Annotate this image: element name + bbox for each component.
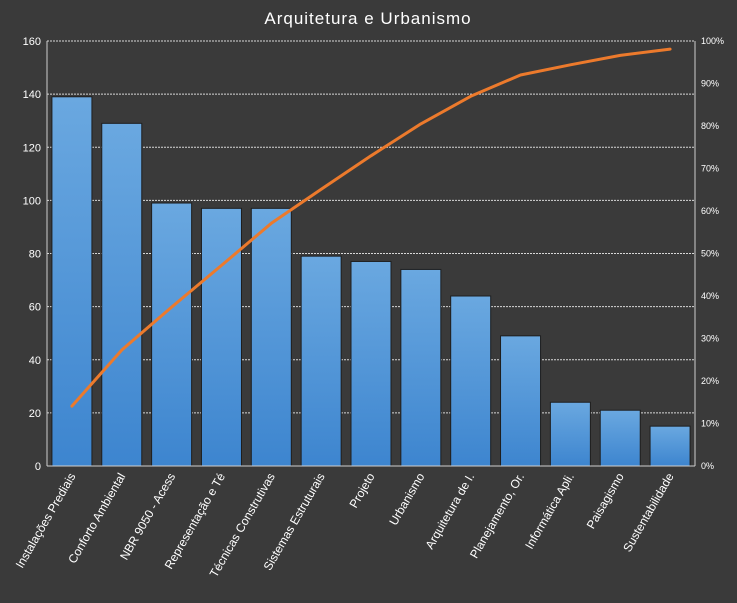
bar: [51, 96, 93, 467]
bar: [450, 295, 492, 467]
x-tick-label: Paisagismo: [584, 470, 627, 531]
y-tick-label: 120: [23, 142, 41, 154]
bar: [549, 401, 591, 467]
y2-tick-label: 100%: [701, 36, 724, 46]
x-tick-label: Urbanismo: [386, 470, 427, 528]
y2-tick-label: 80%: [701, 121, 719, 131]
x-tick-label: Arquitetura de I.: [422, 471, 477, 552]
y-tick-label: 60: [29, 302, 41, 314]
x-tick-label: NBR 9050 - Acess: [117, 471, 178, 563]
x-tick-label: Projeto: [346, 470, 377, 510]
axes: [46, 41, 696, 467]
bar: [350, 260, 392, 467]
y2-tick-label: 0%: [701, 461, 714, 471]
y2-tick-label: 10%: [701, 419, 719, 429]
y2-tick-label: 20%: [701, 376, 719, 386]
x-tick-label: Informática Apli.: [522, 471, 577, 552]
bar: [200, 207, 242, 467]
cumulative-percent-line: [70, 47, 672, 408]
y2-tick-label: 40%: [701, 291, 719, 301]
cumulative-line-layer: [70, 47, 672, 408]
bar: [599, 409, 641, 467]
bar: [400, 268, 442, 467]
bars: [51, 96, 691, 467]
chart-title: Arquitetura e Urbanismo: [264, 9, 471, 28]
y-tick-label: 160: [23, 36, 41, 48]
y2-tick-label: 50%: [701, 249, 719, 259]
y2-tick-label: 30%: [701, 334, 719, 344]
y2-axis-ticks: 0% 10% 20% 30% 40% 50% 60% 70% 80% 90% 100%: [701, 36, 724, 471]
y2-tick-label: 90%: [701, 79, 719, 89]
y-tick-label: 100: [23, 195, 41, 207]
y-tick-label: 140: [23, 89, 41, 101]
y-tick-label: 80: [29, 249, 41, 261]
y-tick-label: 40: [29, 355, 41, 367]
bar: [300, 255, 342, 467]
bar: [649, 425, 691, 467]
bar: [250, 207, 292, 467]
bar: [500, 335, 542, 467]
x-tick-label: Planejamento, Or.: [467, 471, 527, 561]
bar: [101, 122, 143, 467]
y2-tick-label: 70%: [701, 164, 719, 174]
y-tick-label: 0: [35, 461, 41, 473]
bar: [151, 202, 193, 467]
y-tick-label: 20: [29, 408, 41, 420]
y2-tick-label: 60%: [701, 206, 719, 216]
y-axis-ticks: 0 20 40 60 80 100 120 140 160: [23, 36, 41, 473]
x-tick-label: Sustentabilidade: [620, 470, 677, 554]
